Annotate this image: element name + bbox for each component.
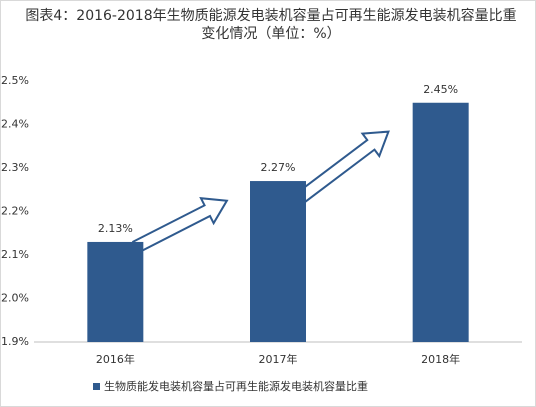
value-label: 2.13% bbox=[98, 222, 133, 235]
trend-arrow bbox=[293, 130, 390, 206]
trend-arrows bbox=[131, 130, 390, 254]
y-tick-label: 2.3% bbox=[1, 161, 29, 174]
chart-title: 图表4：2016-2018年生物质能源发电装机容量占可再生能源发电装机容量比重变… bbox=[25, 8, 517, 42]
value-label: 2.27% bbox=[261, 161, 296, 174]
bar bbox=[87, 241, 144, 342]
x-tick-label: 2017年 bbox=[259, 352, 298, 366]
bar bbox=[412, 102, 469, 342]
y-tick-label: 2.0% bbox=[1, 292, 29, 305]
bar bbox=[250, 181, 306, 342]
x-tick-label: 2018年 bbox=[421, 352, 460, 366]
trend-arrow bbox=[131, 197, 229, 254]
y-tick-label: 2.2% bbox=[1, 205, 29, 218]
value-label: 2.45% bbox=[423, 83, 458, 96]
x-tick-label: 2016年 bbox=[96, 352, 135, 366]
legend-swatch bbox=[93, 383, 100, 390]
y-tick-label: 2.4% bbox=[1, 118, 29, 131]
y-tick-label: 2.5% bbox=[1, 74, 29, 87]
y-tick-label: 1.9% bbox=[1, 335, 29, 348]
legend-label: 生物质能发电装机容量占可再生能源发电装机容量比重 bbox=[104, 379, 368, 393]
y-tick-label: 2.1% bbox=[1, 248, 29, 261]
